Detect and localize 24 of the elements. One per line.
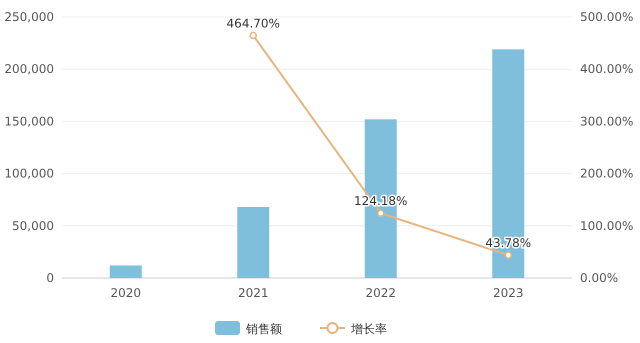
y-tick-label: 150,000 (4, 114, 54, 128)
x-tick-label: 2023 (492, 286, 524, 300)
y2-tick-label: 200.00% (580, 166, 634, 181)
y2-tick-label: 0.00% (580, 271, 618, 285)
point (250, 32, 257, 40)
y2-tick-label: 100.00% (580, 218, 634, 233)
point (377, 209, 384, 217)
x-tick-label: 2022 (365, 286, 396, 300)
y2-tick-label: 400.00% (580, 62, 634, 76)
legend-label: 增长率 (350, 322, 387, 336)
data-label: 464.70% (226, 16, 280, 30)
point (504, 251, 512, 259)
y-tick-label: 50,000 (12, 218, 54, 233)
bar (237, 207, 270, 278)
x-tick-label: 2021 (238, 286, 269, 300)
x-tick-label: 2020 (110, 286, 142, 300)
y-tick-label: 0 (46, 271, 54, 285)
y2-tick-label: 300.00% (580, 114, 634, 128)
y2-tick-label: 500.00% (580, 10, 634, 24)
y-tick-label: 100,000 (4, 166, 54, 181)
bar (110, 265, 142, 278)
legend-label: 销售额 (245, 322, 282, 336)
y-tick-label: 250,000 (4, 10, 54, 24)
y-tick-label: 200,000 (4, 62, 54, 76)
